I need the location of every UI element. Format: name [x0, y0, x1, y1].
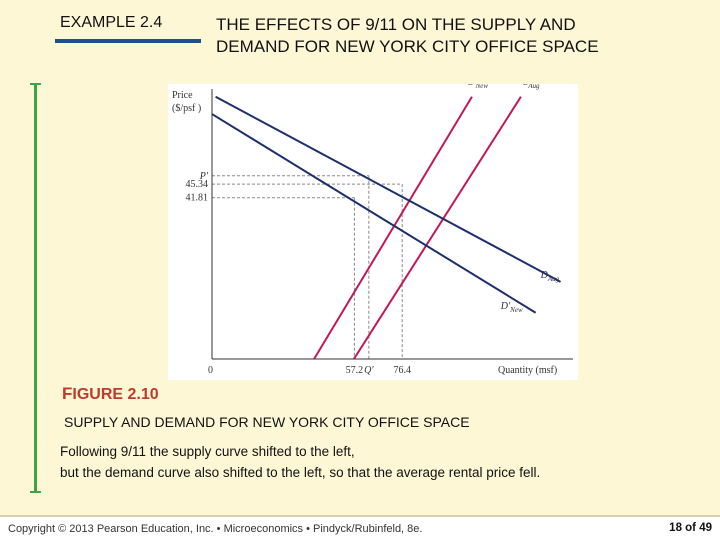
side-rule [34, 83, 37, 492]
curves [211, 95, 562, 360]
curve-snew [313, 96, 473, 360]
curve-dnew [211, 113, 537, 314]
supply-demand-chart: Price ($/psf ) P'45.34 41.81 57.2Q' 76.4 S'… [172, 84, 573, 376]
slide-title-line-2: DEMAND FOR NEW YORK CITY OFFICE SPACE [216, 37, 599, 56]
side-rule-top-cap [30, 83, 41, 85]
series-label-1: SAug [523, 84, 540, 90]
slide-title-line-1: THE EFFECTS OF 9/11 ON THE SUPPLY AND [216, 15, 576, 34]
series-label-3: D'New [500, 301, 523, 314]
tick-labels: P'45.34 41.81 57.2 Q' 76.4 [186, 171, 411, 376]
x-tick-label-0: 57.2 [346, 365, 364, 376]
x-tick-label-2: 76.4 [393, 365, 411, 376]
series-label-2: DAug [540, 270, 560, 283]
footer-copyright: Copyright © 2013 Pearson Education, Inc.… [8, 523, 423, 535]
example-label: EXAMPLE 2.4 [60, 14, 163, 31]
chart-panel: Price ($/psf ) P'45.34 41.81 57.2Q' 76.4 S'… [168, 84, 578, 380]
series-labels: S'New SAug DAug D'New [468, 84, 559, 314]
y-tick-label-0: P' [199, 171, 209, 182]
figure-description-line-1: Following 9/11 the supply curve shifted … [60, 444, 355, 459]
curve-saug [353, 96, 522, 360]
x-tick-label-1: Q' [364, 365, 374, 376]
figure-label-rest: IGURE 2.10 [72, 386, 159, 403]
page-number: 18 of 49 [669, 522, 712, 534]
figure-label-initial: F [62, 384, 73, 403]
x-axis-label: Quantity (msf) [498, 365, 557, 376]
example-underline [55, 39, 201, 43]
side-rule-bottom-cap [30, 491, 41, 493]
figure-description: Following 9/11 the supply curve shifted … [60, 441, 680, 483]
slide-title: THE EFFECTS OF 9/11 ON THE SUPPLY AND DE… [216, 14, 696, 58]
series-label-0: S'New [468, 84, 488, 90]
figure-description-line-2: but the demand curve also shifted to the… [60, 465, 541, 480]
y-axis-label-line-1: Price [172, 90, 193, 101]
figure-label: FIGURE 2.10 [62, 384, 159, 404]
figure-caption: SUPPLY AND DEMAND FOR NEW YORK CITY OFFI… [64, 414, 470, 430]
origin-label: 0 [208, 365, 213, 376]
y-tick-label-2: 41.81 [186, 193, 209, 204]
footer: Copyright © 2013 Pearson Education, Inc.… [0, 515, 720, 542]
y-axis-label-line-2: ($/psf ) [172, 103, 201, 114]
curve-daug [215, 95, 562, 283]
y-tick-label-1: 45.34 [186, 179, 209, 190]
equilibrium-guides [212, 175, 403, 359]
